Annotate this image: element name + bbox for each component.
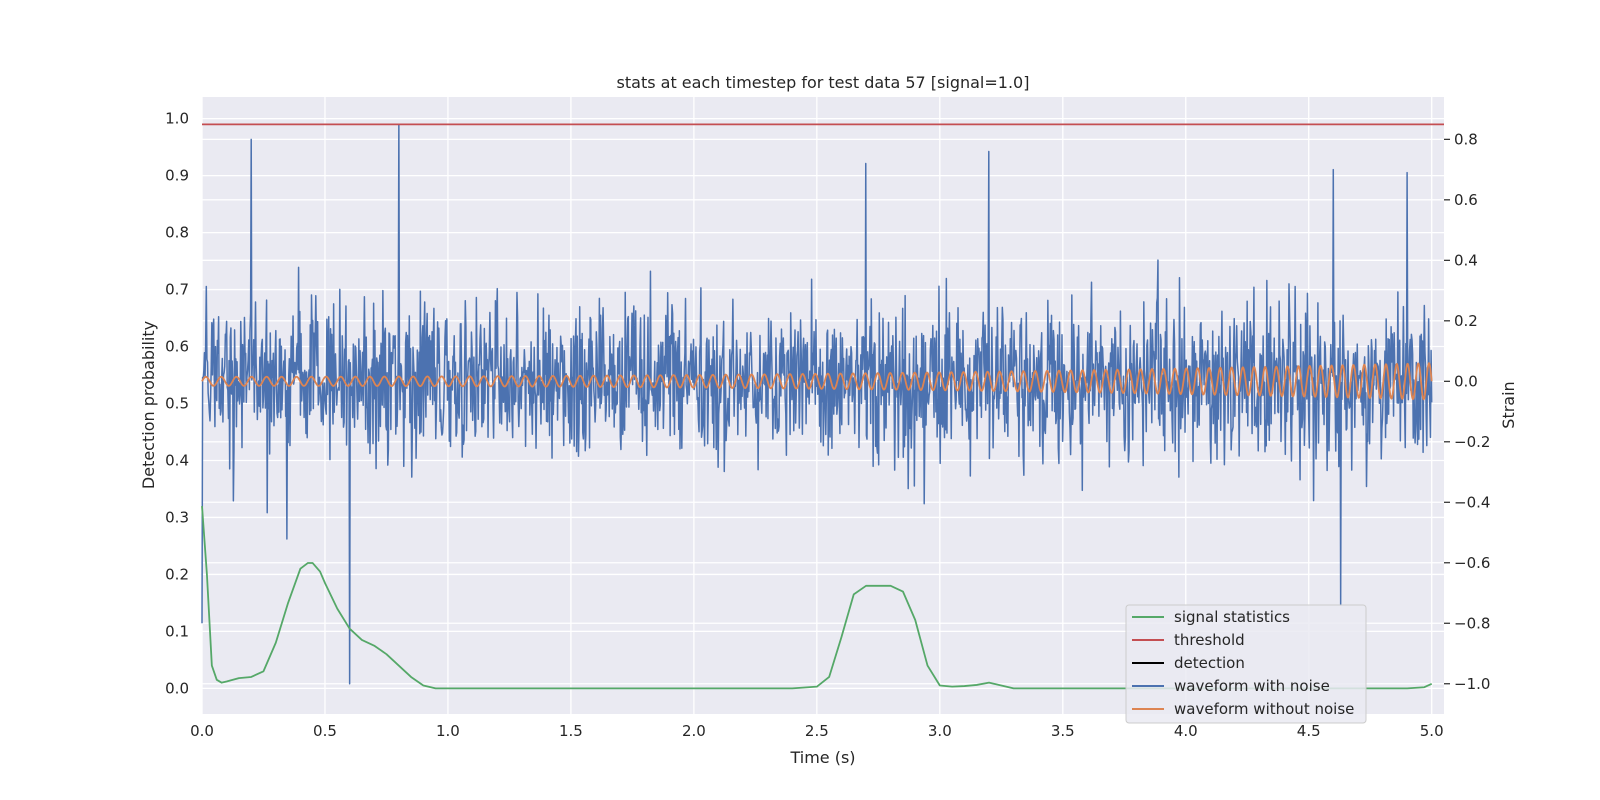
y-tick-label: 0.5 — [165, 395, 189, 413]
y-axis-label: Detection probability — [139, 321, 158, 489]
y-tick-label: 0.6 — [165, 338, 189, 356]
legend-label: detection — [1174, 654, 1245, 672]
series-signal-statistics — [201, 505, 1433, 690]
series-waveform-without-noise — [201, 362, 1433, 401]
y2-axis-label: Strain — [1499, 381, 1518, 428]
y2-tick-label: 0.8 — [1454, 130, 1478, 148]
y-tick-label: 0.0 — [165, 679, 189, 697]
y2-tick-label: 0.0 — [1454, 372, 1478, 390]
y-tick-label: 0.9 — [165, 167, 189, 185]
x-tick-label: 2.5 — [805, 722, 829, 740]
x-tick-label: 0.5 — [313, 722, 337, 740]
x-tick-label: 0.0 — [190, 722, 214, 740]
y2-tick-label: −0.2 — [1454, 433, 1490, 451]
legend: signal statistics threshold detection wa… — [1125, 604, 1367, 724]
x-tick-label: 5.0 — [1420, 722, 1444, 740]
tick-labels: 0.0 0.5 1.0 1.5 2.0 2.5 3.0 3.5 4.0 4.5 5.0 0.0 0.1 0… — [165, 110, 1490, 740]
legend-label: waveform with noise — [1174, 677, 1330, 695]
legend-label: signal statistics — [1174, 608, 1290, 626]
legend-box — [1125, 604, 1367, 724]
x-axis-label: Time (s) — [789, 748, 855, 767]
y-tick-label: 1.0 — [165, 110, 189, 128]
x-tick-label: 3.0 — [928, 722, 952, 740]
y2-tick-label: −0.4 — [1454, 493, 1490, 511]
y-tick-label: 0.7 — [165, 281, 189, 299]
legend-label: waveform without noise — [1174, 700, 1354, 718]
y2-tick-label: 0.4 — [1454, 251, 1478, 269]
y-tick-label: 0.4 — [165, 451, 189, 469]
x-tick-label: 4.0 — [1174, 722, 1198, 740]
y-tick-label: 0.8 — [165, 224, 189, 242]
x-tick-label: 4.5 — [1297, 722, 1321, 740]
legend-item-waveform-without-noise: waveform without noise — [1132, 700, 1354, 718]
series-waveform-with-noise — [201, 123, 1433, 685]
y2-tick-label: −1.0 — [1454, 675, 1490, 693]
plot-series — [201, 123, 1444, 690]
y2-tick-label: −0.8 — [1454, 614, 1490, 632]
legend-item-detection: detection — [1132, 654, 1245, 672]
legend-item-signal-statistics: signal statistics — [1132, 608, 1290, 626]
legend-label: threshold — [1174, 631, 1245, 649]
x-tick-label: 1.5 — [559, 722, 583, 740]
x-tick-label: 3.5 — [1051, 722, 1075, 740]
legend-item-threshold: threshold — [1132, 631, 1245, 649]
x-tick-label: 2.0 — [682, 722, 706, 740]
y2-tick-label: 0.6 — [1454, 191, 1478, 209]
y-tick-label: 0.2 — [165, 565, 189, 583]
chart-title: stats at each timestep for test data 57 … — [617, 73, 1030, 92]
legend-item-waveform-with-noise: waveform with noise — [1132, 677, 1330, 695]
y2-tick-label: −0.6 — [1454, 554, 1490, 572]
y2-tick-label: 0.2 — [1454, 312, 1478, 330]
x-tick-label: 1.0 — [436, 722, 460, 740]
y-tick-label: 0.1 — [165, 622, 189, 640]
y-tick-label: 0.3 — [165, 508, 189, 526]
